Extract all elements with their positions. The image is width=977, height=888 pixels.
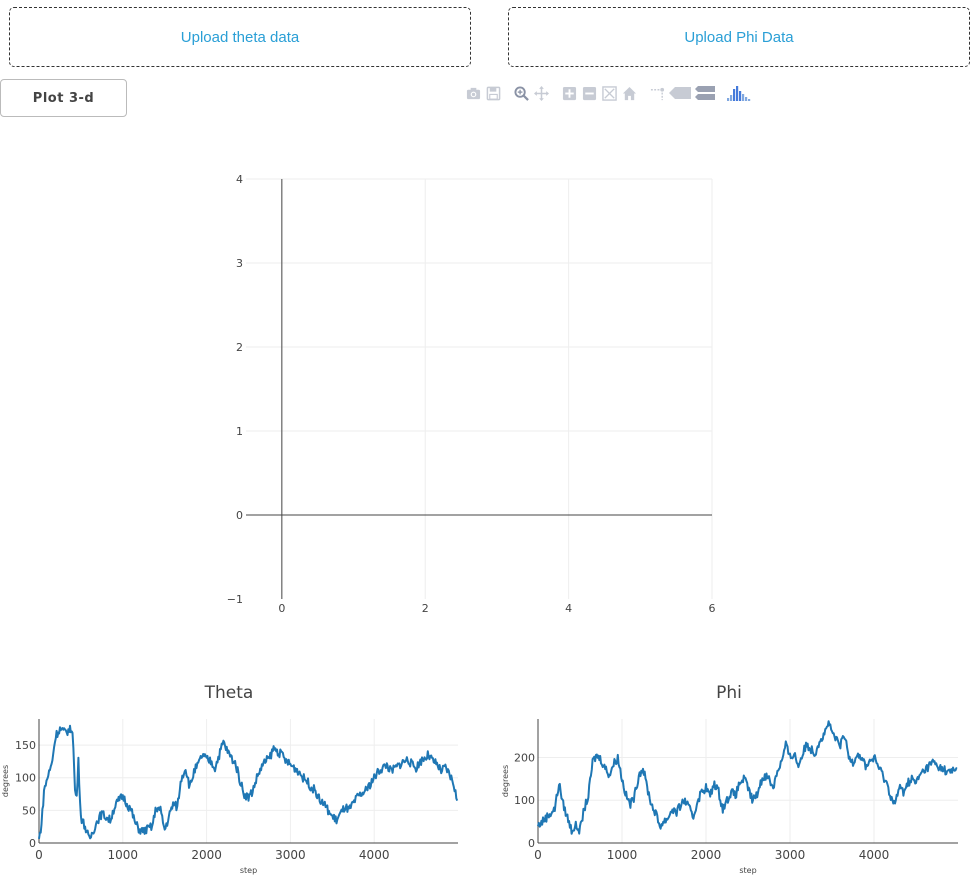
xtick-label: 2000 xyxy=(691,848,722,862)
xtick-label: 0 xyxy=(534,848,542,862)
x-axis-title: step xyxy=(739,866,756,875)
xtick-label: 1000 xyxy=(108,848,139,862)
xtick-label: 3000 xyxy=(775,848,806,862)
phi-chart-title: Phi xyxy=(716,683,742,703)
spike-lines-icon[interactable] xyxy=(648,84,666,102)
reset-axes-icon[interactable] xyxy=(620,84,638,102)
ytick-label: 0 xyxy=(29,837,36,850)
plot-modebar xyxy=(464,84,756,102)
ytick-label: 50 xyxy=(22,804,36,817)
upload-theta-label: Upload theta data xyxy=(180,28,300,46)
ytick-label: 0 xyxy=(528,837,535,850)
zoom-in-icon[interactable] xyxy=(560,84,578,102)
hover-closest-icon[interactable] xyxy=(668,84,692,102)
xtick-label: 1000 xyxy=(607,848,638,862)
theta-line-chart[interactable]: 0 50 100 150 0 1000 2000 3000 4000 step degrees xyxy=(0,688,470,888)
pan-icon[interactable] xyxy=(532,84,550,102)
main-xtick-label: 0 xyxy=(278,602,285,615)
xtick-label: 3000 xyxy=(275,848,306,862)
save-icon[interactable] xyxy=(484,84,502,102)
xtick-label: 4000 xyxy=(859,848,890,862)
series-line xyxy=(38,724,459,840)
main-ytick-label: 0 xyxy=(236,509,243,522)
main-ytick-label: 1 xyxy=(236,425,243,438)
zoom-icon[interactable] xyxy=(512,84,530,102)
x-axis-title: step xyxy=(240,866,257,875)
autoscale-icon[interactable] xyxy=(600,84,618,102)
hover-compare-icon[interactable] xyxy=(694,84,716,102)
series-line xyxy=(537,720,958,835)
main-xtick-label: 2 xyxy=(422,602,429,615)
xtick-label: 4000 xyxy=(359,848,390,862)
upload-phi-dropzone[interactable]: Upload Phi Data xyxy=(508,7,970,67)
upload-theta-dropzone[interactable]: Upload theta data xyxy=(9,7,471,67)
main-3d-plot[interactable]: −1 0 1 2 3 4 0 2 4 6 xyxy=(0,0,977,640)
main-ytick-label: 3 xyxy=(236,257,243,270)
main-ytick-label: −1 xyxy=(227,593,243,606)
plot-3d-button[interactable]: Plot 3-d xyxy=(0,79,127,117)
main-xtick-label: 4 xyxy=(565,602,572,615)
theta-chart-title: Theta xyxy=(204,683,254,703)
xtick-label: 0 xyxy=(35,848,43,862)
zoom-out-icon[interactable] xyxy=(580,84,598,102)
ytick-label: 100 xyxy=(15,772,36,785)
ytick-label: 100 xyxy=(514,794,535,807)
camera-icon[interactable] xyxy=(464,84,482,102)
main-ytick-label: 4 xyxy=(236,173,243,186)
main-xtick-label: 6 xyxy=(709,602,716,615)
ytick-label: 150 xyxy=(15,739,36,752)
y-axis-title: degrees xyxy=(1,765,10,797)
xtick-label: 2000 xyxy=(191,848,222,862)
ytick-label: 200 xyxy=(514,751,535,764)
y-axis-title: degrees xyxy=(501,765,510,797)
upload-phi-label: Upload Phi Data xyxy=(684,28,794,46)
plotly-logo-icon[interactable] xyxy=(726,84,754,102)
main-ytick-label: 2 xyxy=(236,341,243,354)
